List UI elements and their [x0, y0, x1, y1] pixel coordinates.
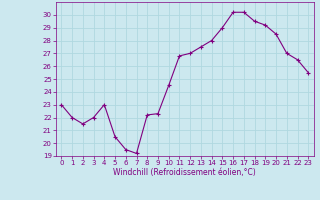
- X-axis label: Windchill (Refroidissement éolien,°C): Windchill (Refroidissement éolien,°C): [113, 168, 256, 177]
